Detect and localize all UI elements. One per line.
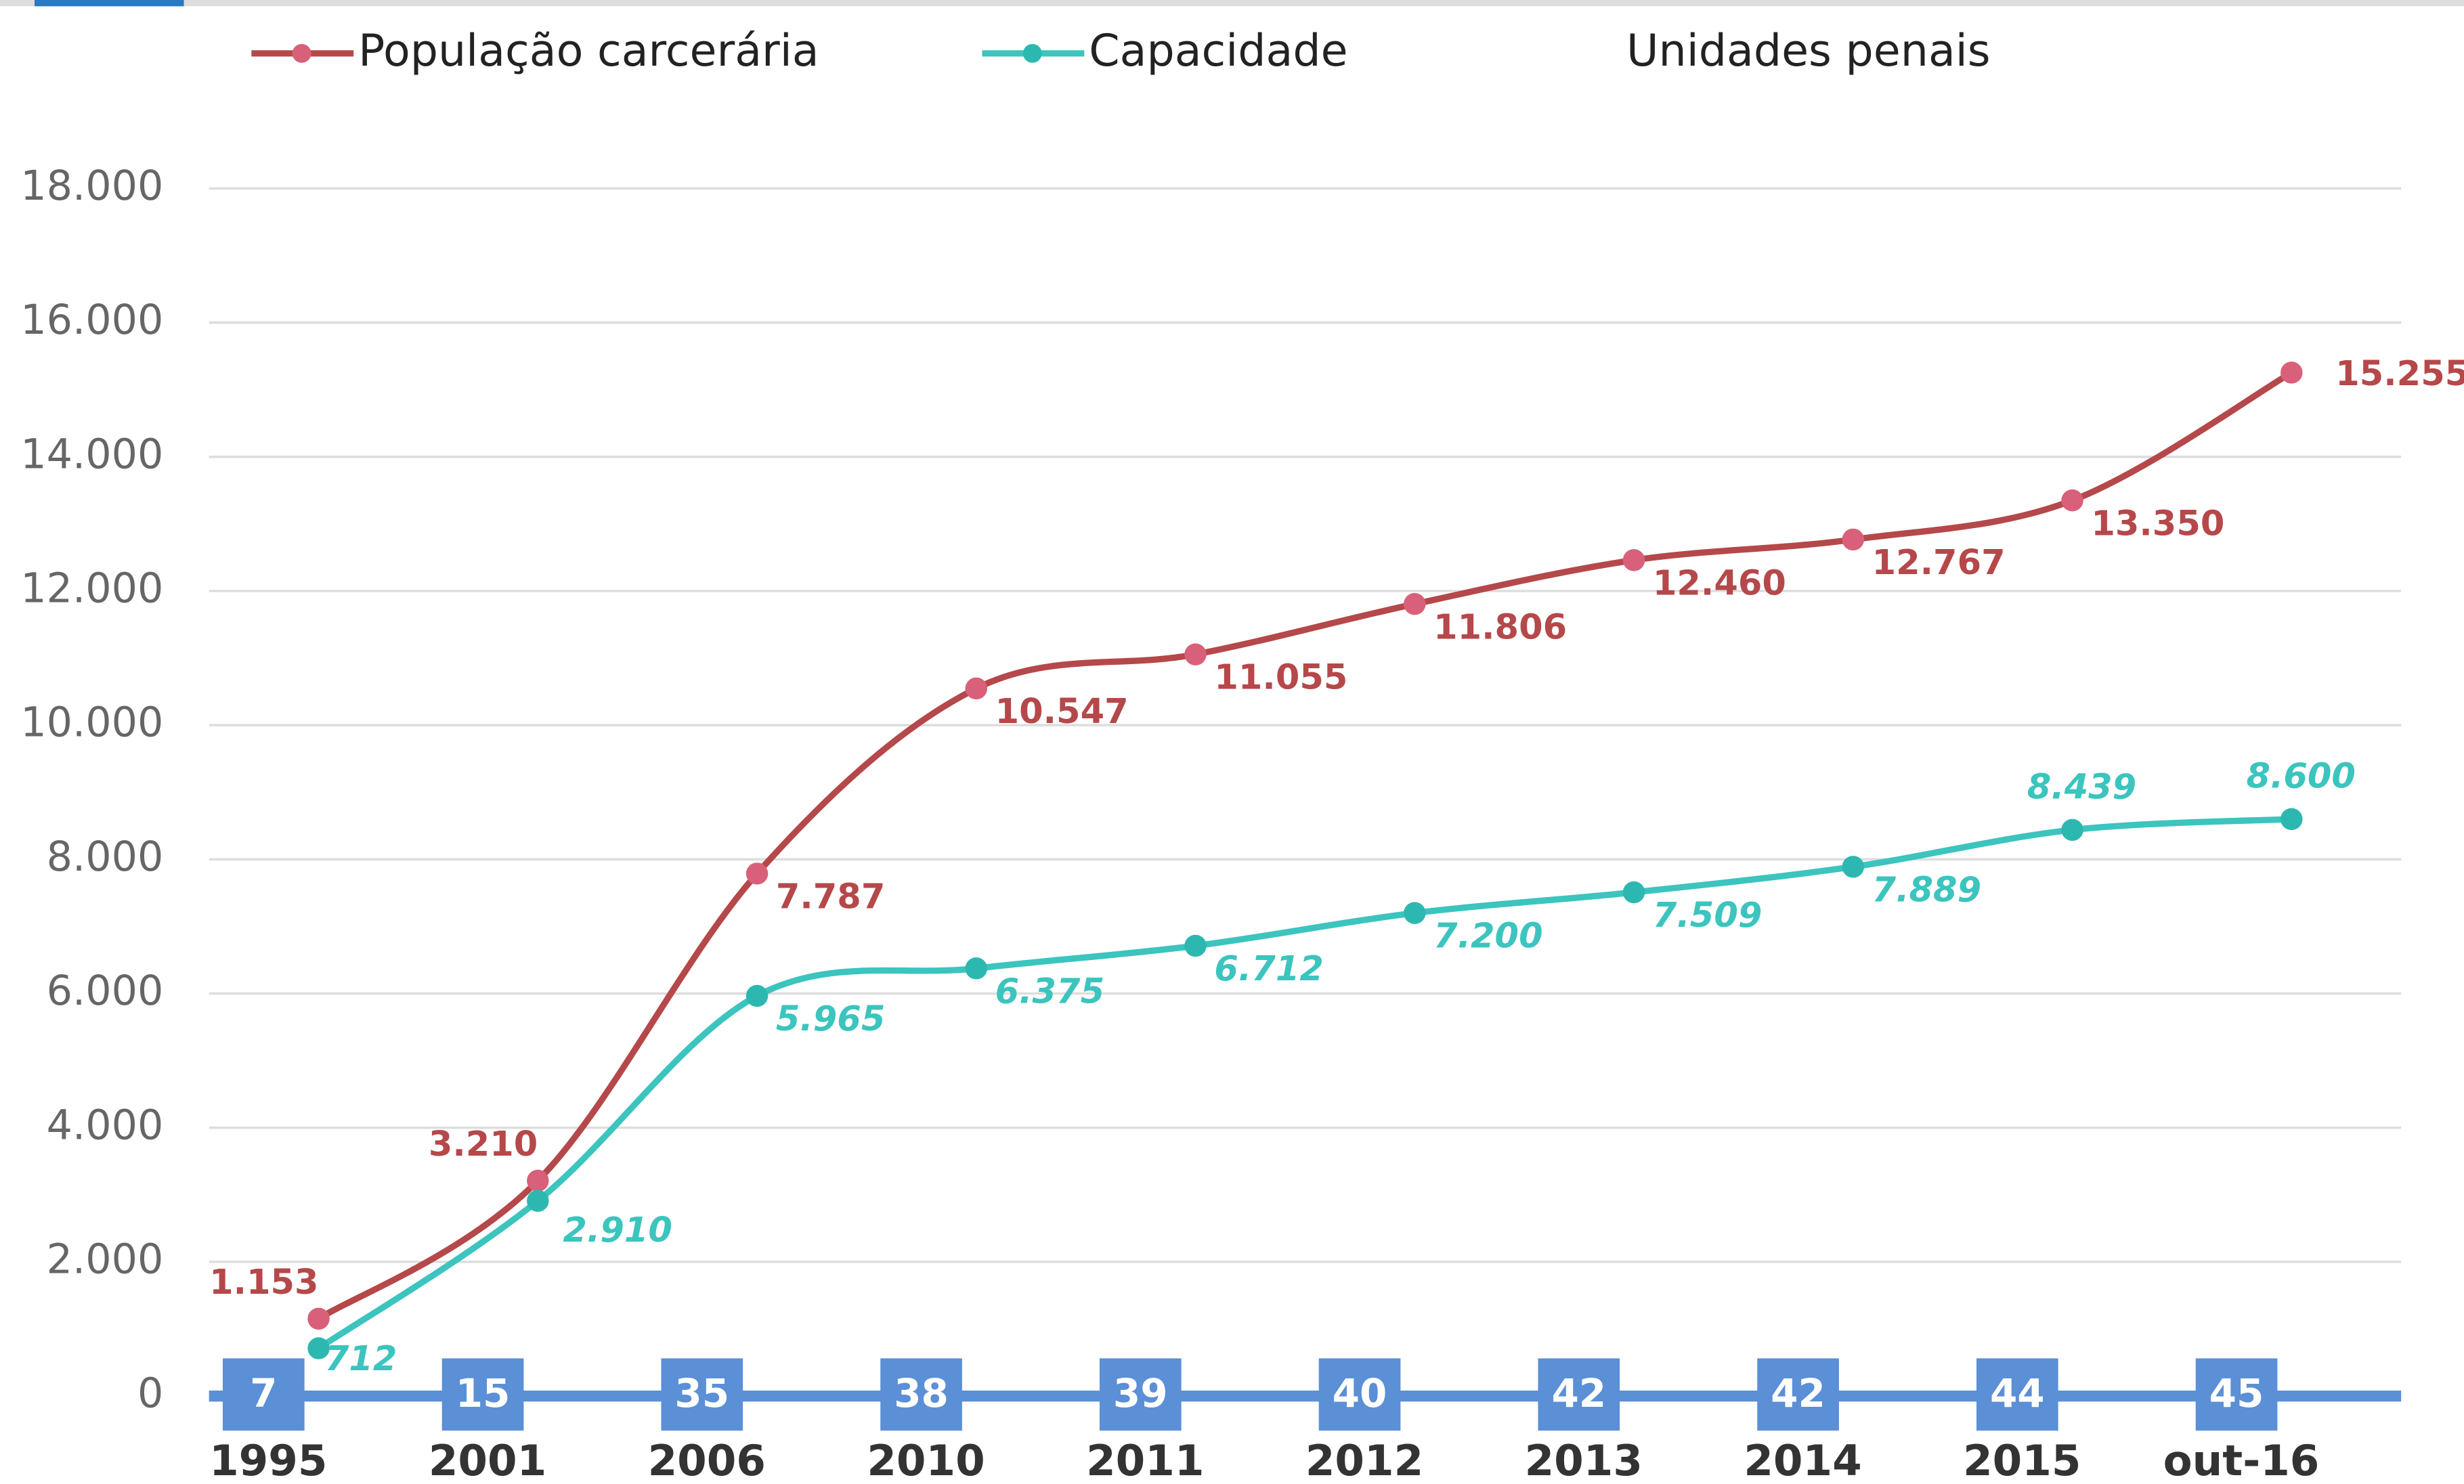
legend-label: Capacidade	[1089, 26, 1347, 77]
y-tick-label: 0	[137, 1370, 163, 1418]
value-label: 7.509	[1653, 896, 1762, 936]
y-tick-label: 8.000	[47, 833, 164, 881]
point	[965, 957, 988, 980]
x-tick-label: 2012	[1305, 1436, 1423, 1484]
series-line	[317, 370, 2293, 1322]
unit-label: 40	[1333, 1370, 1387, 1416]
point	[307, 1307, 330, 1330]
point	[1622, 549, 1645, 571]
y-tick-label: 6.000	[47, 967, 164, 1015]
x-tick-label: 2001	[429, 1436, 546, 1484]
value-label: 11.806	[1433, 607, 1567, 647]
value-label: 12.767	[1872, 543, 2006, 583]
value-label: 7.787	[776, 877, 885, 917]
point	[965, 677, 988, 700]
value-label: 6.712	[1214, 949, 1323, 989]
point	[2281, 808, 2303, 831]
unit-label: 39	[1113, 1370, 1168, 1416]
unit-label: 42	[1551, 1370, 1606, 1416]
point	[745, 863, 769, 885]
value-label: 10.547	[995, 692, 1129, 732]
value-label: 3.210	[429, 1125, 538, 1164]
y-tick-label: 18.000	[20, 162, 163, 210]
unit-box	[661, 1358, 743, 1431]
point	[2061, 819, 2083, 842]
x-tick-label: out-16	[2163, 1436, 2320, 1484]
point	[527, 1169, 549, 1192]
value-label: 8.600	[2246, 757, 2355, 797]
value-label: 13.350	[2091, 504, 2224, 544]
point	[2281, 362, 2303, 384]
x-tick-label: 2015	[1963, 1436, 2081, 1484]
legend-marker	[1022, 43, 1042, 63]
point	[307, 1337, 330, 1359]
x-tick-label: 2013	[1525, 1436, 1643, 1484]
point	[1622, 881, 1645, 904]
point	[1184, 934, 1207, 957]
point	[527, 1190, 549, 1212]
unit-box	[222, 1358, 305, 1431]
top-tab	[35, 0, 184, 7]
y-tick-label: 14.000	[20, 431, 163, 478]
unit-box	[441, 1358, 524, 1431]
value-label: 5.965	[776, 999, 885, 1039]
x-tick-label: 2014	[1744, 1436, 1861, 1484]
value-label: 2.910	[563, 1210, 672, 1250]
unit-label: 38	[894, 1370, 949, 1416]
unit-label: 7	[250, 1370, 277, 1416]
legend-label: Unidades penais	[1626, 26, 1991, 77]
value-label: 1.153	[209, 1263, 318, 1303]
unit-label: 44	[1990, 1370, 2045, 1416]
y-tick-label: 4.000	[47, 1101, 164, 1149]
unit-label: 15	[456, 1370, 511, 1416]
point	[1842, 528, 1865, 551]
x-tick-label: 2006	[648, 1436, 766, 1484]
point	[1404, 592, 1426, 615]
value-label: 6.375	[995, 972, 1104, 1011]
point	[1184, 643, 1207, 665]
top-rule	[0, 0, 2464, 7]
x-tick-label: 2011	[1086, 1436, 1204, 1484]
value-label: 7.200	[1433, 917, 1542, 957]
point	[1842, 856, 1865, 878]
point	[1404, 902, 1426, 924]
legend-label: População carcerária	[358, 26, 819, 77]
series-line	[316, 816, 2292, 1351]
unit-label: 35	[674, 1370, 729, 1416]
value-label: 8.439	[2027, 768, 2136, 808]
y-tick-label: 2.000	[47, 1236, 164, 1284]
legend-marker	[292, 43, 311, 63]
y-tick-label: 10.000	[20, 699, 163, 747]
unit-label: 42	[1771, 1370, 1825, 1416]
point	[745, 984, 769, 1007]
unit-box	[2195, 1358, 2278, 1431]
unit-box	[1099, 1358, 1182, 1431]
x-tick-label: 1995	[209, 1436, 327, 1484]
unit-box	[1318, 1358, 1401, 1431]
value-label: 11.055	[1214, 658, 1347, 698]
value-label: 712	[325, 1339, 397, 1379]
point	[2061, 489, 2083, 512]
y-tick-label: 12.000	[20, 565, 163, 613]
unit-box	[1976, 1358, 2058, 1431]
value-label: 12.460	[1653, 563, 1786, 603]
value-label: 7.889	[1872, 870, 1981, 910]
value-label: 15.255	[2335, 354, 2464, 394]
y-tick-label: 16.000	[20, 297, 163, 344]
unit-box	[1538, 1358, 1620, 1431]
x-tick-label: 2010	[867, 1436, 985, 1484]
unit-box	[880, 1358, 962, 1431]
unit-label: 45	[2209, 1370, 2264, 1416]
unit-box	[1757, 1358, 1839, 1431]
